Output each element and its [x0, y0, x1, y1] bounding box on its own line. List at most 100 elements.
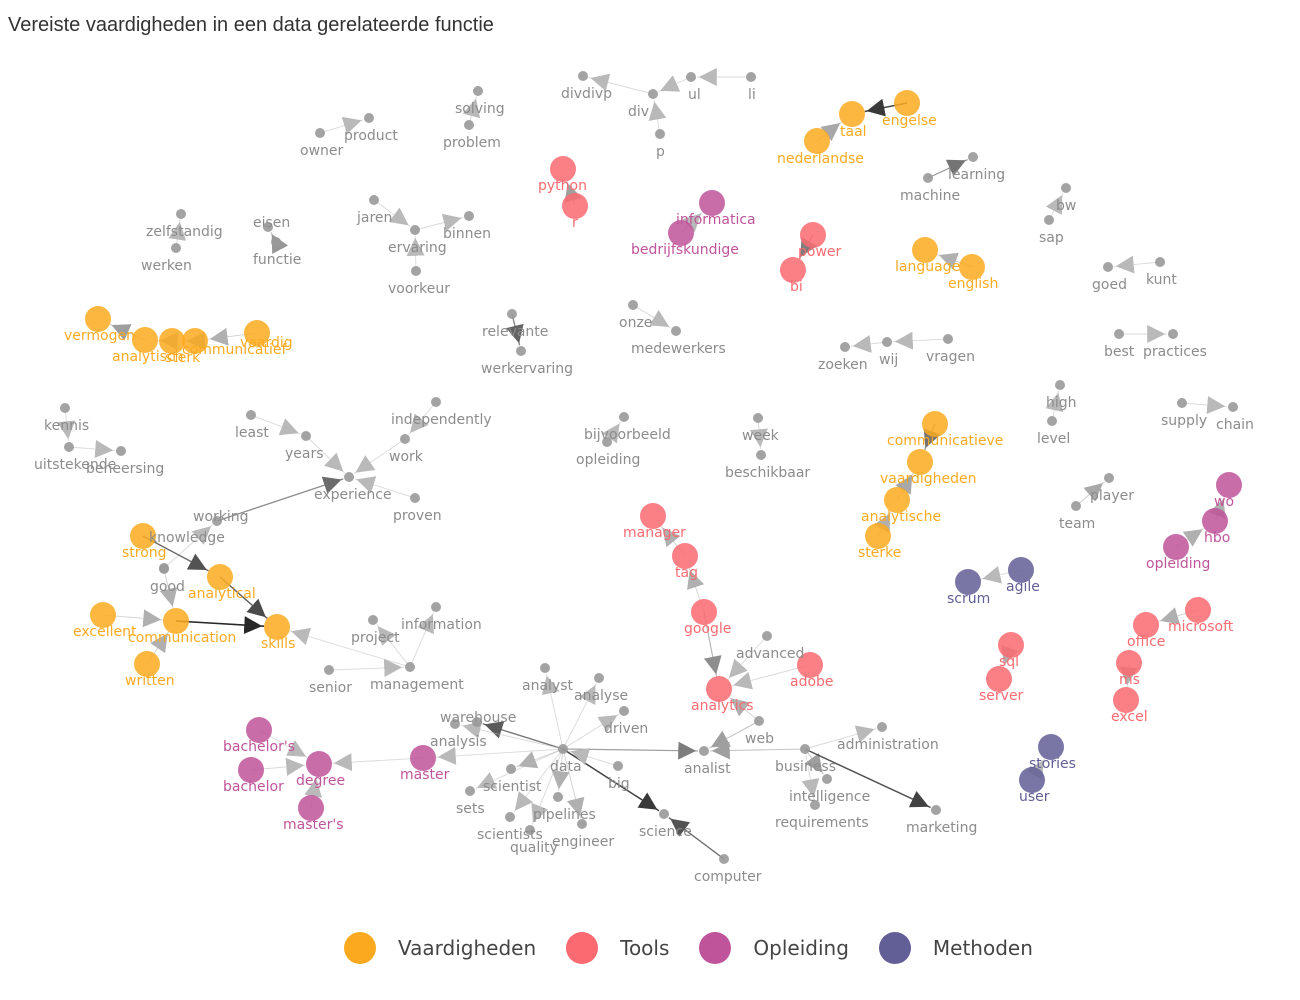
node-label-p: p — [656, 144, 665, 160]
node-marketing — [931, 805, 941, 815]
node-label-analysis: analysis — [430, 734, 487, 750]
edge-computer-science — [668, 817, 725, 860]
node-label-engineer: engineer — [552, 834, 614, 850]
node-medewerkers — [671, 326, 681, 336]
node-label-least: least — [235, 425, 269, 441]
legend-label-methoden: Methoden — [932, 936, 1033, 960]
node-label-years: years — [285, 446, 324, 462]
edge-voorkeur-ervaring — [406, 235, 425, 272]
node-label-senior: senior — [309, 680, 352, 696]
node-quality — [525, 825, 535, 835]
node-label-team: team — [1059, 516, 1095, 532]
node-informatica — [699, 190, 725, 216]
node-label-zoeken: zoeken — [818, 357, 868, 373]
node-label-scientist: scientist — [483, 779, 542, 795]
node-label-analyse: analyse — [574, 688, 628, 704]
node-label-bedrijfskundige: bedrijfskundige — [631, 242, 739, 258]
node-manager — [640, 503, 666, 529]
node-label-communication: communication — [128, 630, 236, 646]
node-label-owner: owner — [300, 143, 344, 159]
edge-master-degree — [331, 753, 424, 772]
edge-week-beschikbaar — [749, 417, 768, 450]
node-computer — [719, 854, 729, 864]
node-label-strong: strong — [122, 545, 167, 561]
node-relevante — [507, 309, 517, 319]
edge-work-experience — [353, 438, 406, 475]
node-voorkeur — [411, 266, 421, 276]
node-werken — [171, 243, 181, 253]
node-kunt — [1155, 257, 1165, 267]
node-sets — [465, 786, 475, 796]
node-label-bw: bw — [1056, 198, 1076, 214]
node-label-adobe: adobe — [790, 674, 834, 690]
legend: Vaardigheden Tools Opleiding Methoden — [344, 928, 1063, 968]
node-label-supply: supply — [1161, 413, 1207, 429]
edge-big-data — [568, 748, 619, 767]
edge-wij-zoeken — [850, 335, 888, 353]
node-analytische — [884, 487, 910, 513]
legend-dot-opleiding — [699, 932, 732, 964]
edge-vragen-wij — [892, 331, 949, 350]
edge-data-sets — [475, 748, 564, 789]
node-level — [1047, 416, 1057, 426]
edge-data-analyse — [562, 683, 597, 750]
legend-label-opleiding: Opleiding — [753, 936, 849, 960]
node-label-nederlandse: nederlandse — [777, 151, 864, 167]
node-label-office: office — [1127, 634, 1165, 650]
node-stories — [1038, 734, 1064, 760]
node-nederlandse — [804, 128, 830, 154]
node-label-div: div — [628, 104, 649, 120]
node-opleiding — [1163, 534, 1189, 560]
node-bedrijfskundige — [668, 220, 694, 246]
node-label-knowledge: knowledge — [149, 530, 225, 546]
node-analist — [699, 746, 709, 756]
node-label-language: language — [895, 259, 960, 275]
edge-proven-experience — [354, 476, 416, 499]
node-engineer — [577, 819, 587, 829]
node-label-sterk: sterk — [165, 350, 201, 366]
node-label-problem: problem — [443, 135, 501, 151]
node-label-analist: analist — [684, 761, 731, 777]
edge-data-scientist — [516, 748, 564, 769]
node-experience — [344, 472, 354, 482]
node-label-practices: practices — [1143, 344, 1207, 360]
node-p — [655, 129, 665, 139]
node-label-marketing: marketing — [906, 820, 977, 836]
node-label-working: working — [193, 509, 249, 525]
node-uitstekende — [64, 442, 74, 452]
edge-data-analist — [562, 741, 699, 760]
node-masters — [298, 795, 324, 821]
edge-level-high — [1045, 390, 1064, 422]
node-google — [691, 599, 717, 625]
node-label-management: management — [370, 677, 464, 693]
edge-data-engineer — [562, 748, 585, 819]
node-sql — [998, 632, 1024, 658]
node-label-wij: wij — [879, 352, 898, 368]
edge-business-requirements — [801, 748, 820, 800]
node-label-web: web — [745, 731, 774, 747]
node-excel — [1113, 687, 1139, 713]
node-hbo — [1202, 508, 1228, 534]
chart-title: Vereiste vaardigheden in een data gerela… — [8, 14, 494, 36]
node-label-master: master — [400, 767, 450, 783]
node-advanced — [762, 631, 772, 641]
node-label-excellent: excellent — [73, 624, 137, 640]
node-label-week: week — [742, 428, 780, 444]
node-label-pipelines: pipelines — [533, 807, 596, 823]
node-label-wo: wo — [1214, 494, 1234, 510]
node-label-solving: solving — [455, 101, 505, 117]
node-label-relevante: relevante — [482, 324, 548, 340]
node-kennis — [60, 403, 70, 413]
node-analytics — [706, 676, 732, 702]
legend-dot-methoden — [878, 932, 911, 964]
node-taal — [839, 101, 865, 127]
node-beschikbaar — [756, 450, 766, 460]
node-good — [159, 564, 169, 574]
node-agile — [1008, 557, 1034, 583]
node-label-jaren: jaren — [356, 210, 392, 226]
edge-ervaring-binnen — [414, 213, 464, 232]
node-skills — [264, 614, 290, 640]
edge-adobe-analytics — [731, 664, 811, 690]
node-written — [134, 651, 160, 677]
node-supply — [1177, 398, 1187, 408]
